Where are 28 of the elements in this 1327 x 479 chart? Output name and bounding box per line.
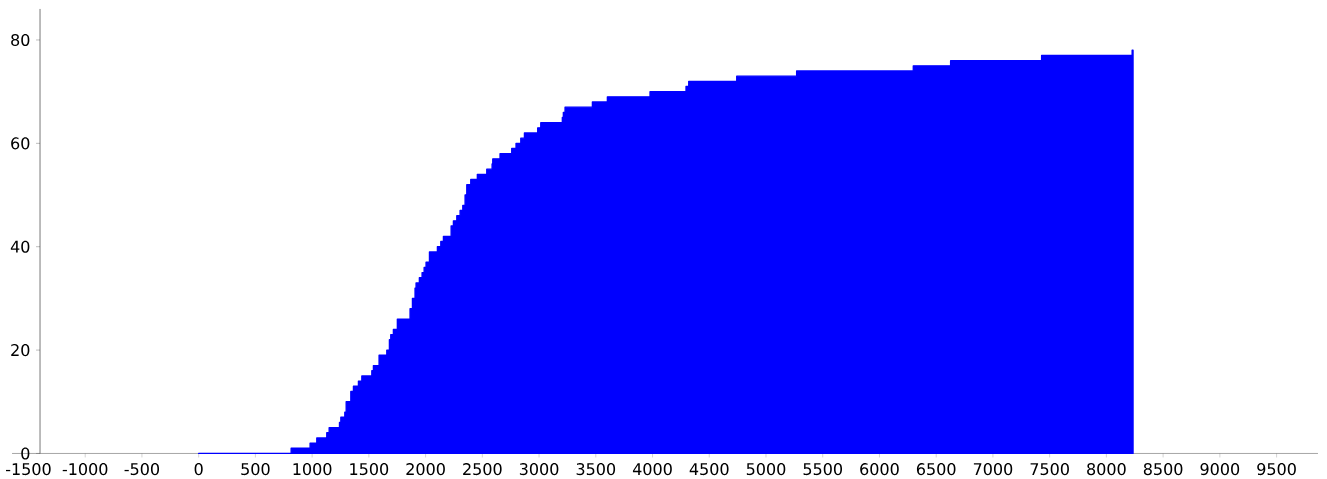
x-tick-label: 1500 [350, 463, 389, 476]
x-tick-label: 1000 [293, 463, 332, 476]
x-tick-label: 8000 [1087, 463, 1126, 476]
x-tick-label: -1500 [6, 463, 51, 476]
x-tick-label: 5000 [746, 463, 786, 476]
y-tick-label: 0 [21, 447, 30, 460]
x-tick-label: -500 [124, 463, 160, 476]
x-tick-label: 2000 [406, 463, 445, 476]
y-tick-label: 20 [11, 344, 30, 357]
y-tick-label: 80 [11, 33, 30, 47]
x-tick-label: 9500 [1257, 463, 1296, 476]
x-tick-label: 500 [241, 463, 270, 476]
y-tick-label: 40 [10, 240, 30, 253]
x-tick-label: 3000 [519, 463, 559, 476]
x-tick-label: 7500 [1030, 463, 1069, 476]
x-tick-label: 0 [194, 463, 203, 476]
x-tick-label: 6000 [860, 463, 899, 476]
x-tick-label: 7000 [973, 463, 1013, 476]
x-tick-label: 4000 [632, 463, 672, 476]
x-tick-label: 4500 [689, 463, 729, 476]
x-tick-label: 6500 [916, 463, 956, 476]
y-tick-label: 60 [11, 137, 30, 150]
x-tick-label: 9000 [1200, 463, 1240, 476]
x-tick-label: 8500 [1143, 463, 1183, 476]
x-tick-label: -1000 [62, 463, 108, 476]
x-tick-label: 2500 [463, 463, 502, 476]
x-tick-label: 3500 [576, 463, 616, 476]
x-tick-label: 5500 [803, 463, 843, 476]
